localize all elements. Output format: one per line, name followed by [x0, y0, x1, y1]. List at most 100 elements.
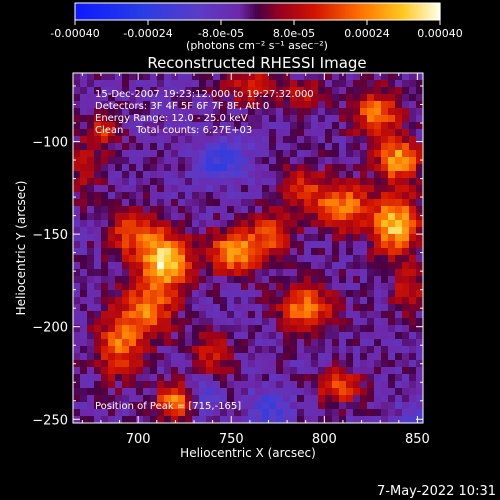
heatmap-cell	[94, 304, 102, 312]
heatmap-cell	[164, 402, 172, 410]
heatmap-cell	[332, 73, 340, 81]
heatmap-cell	[199, 416, 207, 424]
heatmap-cell	[276, 332, 284, 340]
heatmap-cell	[80, 234, 88, 242]
heatmap-cell	[185, 297, 193, 305]
heatmap-cell	[192, 73, 200, 81]
heatmap-cell	[318, 164, 326, 172]
heatmap-cell	[290, 206, 298, 214]
heatmap-cell	[318, 318, 326, 326]
heatmap-cell	[297, 388, 305, 396]
colorbar-swatch	[350, 3, 354, 20]
heatmap-cell	[87, 129, 95, 137]
heatmap-cell	[220, 108, 228, 116]
heatmap-cell	[94, 178, 102, 186]
heatmap-cell	[416, 101, 424, 109]
heatmap-cell	[136, 143, 144, 151]
heatmap-cell	[108, 290, 116, 298]
colorbar-swatch	[205, 3, 209, 20]
colorbar-swatch	[192, 3, 196, 20]
heatmap-cell	[311, 388, 319, 396]
heatmap-cell	[157, 150, 165, 158]
heatmap-cell	[339, 108, 347, 116]
heatmap-cell	[129, 339, 137, 347]
heatmap-cell	[80, 360, 88, 368]
heatmap-cell	[150, 332, 158, 340]
heatmap-cell	[374, 255, 382, 263]
heatmap-cell	[80, 192, 88, 200]
heatmap-cell	[409, 94, 417, 102]
heatmap-cell	[220, 304, 228, 312]
heatmap-cell	[199, 283, 207, 291]
heatmap-cell	[178, 290, 186, 298]
heatmap-cell	[402, 367, 410, 375]
colorbar-swatch	[430, 3, 434, 20]
heatmap-cell	[339, 122, 347, 130]
heatmap-cell	[122, 416, 130, 424]
heatmap-cell	[346, 115, 354, 123]
colorbar-swatch	[275, 3, 279, 20]
heatmap-cell	[122, 178, 130, 186]
heatmap-cell	[122, 122, 130, 130]
heatmap-cell	[353, 171, 361, 179]
heatmap-cell	[192, 150, 200, 158]
heatmap-cell	[101, 220, 109, 228]
heatmap-cell	[192, 276, 200, 284]
heatmap-cell	[255, 199, 263, 207]
heatmap-cell	[157, 367, 165, 375]
heatmap-cell	[94, 269, 102, 277]
heatmap-cell	[185, 220, 193, 228]
heatmap-cell	[395, 157, 403, 165]
heatmap-cell	[220, 360, 228, 368]
heatmap-cell	[234, 353, 242, 361]
heatmap-cell	[164, 276, 172, 284]
heatmap-cell	[297, 297, 305, 305]
heatmap-cell	[409, 171, 417, 179]
heatmap-cell	[290, 171, 298, 179]
heatmap-cell	[318, 276, 326, 284]
heatmap-cell	[346, 388, 354, 396]
heatmap-cell	[388, 262, 396, 270]
heatmap-cell	[395, 374, 403, 382]
heatmap-cell	[73, 227, 81, 235]
heatmap-cell	[402, 87, 410, 95]
heatmap-cell	[220, 374, 228, 382]
heatmap-cell	[101, 255, 109, 263]
heatmap-cell	[220, 283, 228, 291]
heatmap-cell	[108, 213, 116, 221]
heatmap-cell	[416, 304, 424, 312]
heatmap-cell	[234, 332, 242, 340]
heatmap-cell	[150, 269, 158, 277]
heatmap-cell	[136, 353, 144, 361]
heatmap-cell	[409, 122, 417, 130]
heatmap-cell	[192, 346, 200, 354]
heatmap-cell	[283, 185, 291, 193]
heatmap-cell	[115, 122, 123, 130]
heatmap-cell	[178, 136, 186, 144]
heatmap-cell	[339, 157, 347, 165]
heatmap-cell	[325, 297, 333, 305]
heatmap-cell	[206, 353, 214, 361]
heatmap-cell	[311, 416, 319, 424]
heatmap-cell	[276, 374, 284, 382]
heatmap-cell	[255, 220, 263, 228]
heatmap-cell	[255, 311, 263, 319]
heatmap-cell	[304, 122, 312, 130]
heatmap-cell	[143, 136, 151, 144]
heatmap-cell	[234, 416, 242, 424]
colorbar-swatch	[347, 3, 351, 20]
heatmap-cell	[213, 178, 221, 186]
heatmap-cell	[332, 297, 340, 305]
heatmap-cell	[136, 304, 144, 312]
heatmap-cell	[318, 388, 326, 396]
heatmap-cell	[94, 171, 102, 179]
heatmap-cell	[262, 227, 270, 235]
heatmap-cell	[241, 94, 249, 102]
heatmap-cell	[318, 283, 326, 291]
heatmap-cell	[297, 248, 305, 256]
heatmap-cell	[353, 360, 361, 368]
colorbar-swatch	[215, 3, 219, 20]
heatmap-cell	[353, 87, 361, 95]
heatmap-cell	[367, 311, 375, 319]
heatmap-cell	[395, 108, 403, 116]
